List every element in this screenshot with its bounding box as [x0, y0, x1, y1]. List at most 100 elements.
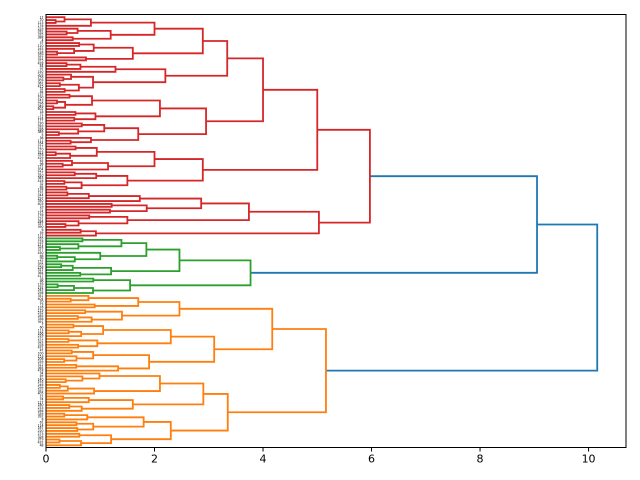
dendrogram-link: [46, 297, 72, 303]
dendrogram-link: [71, 351, 95, 360]
leaf-label: 32: [40, 182, 44, 186]
dendrogram-link: [46, 136, 92, 144]
dendrogram-link: [46, 316, 93, 323]
leaf-label: 338: [38, 317, 44, 321]
leaf-label: 310: [38, 173, 44, 177]
leaf-label: 363: [38, 176, 44, 180]
leaf-label: 270: [38, 147, 44, 151]
dendrogram-link: [100, 242, 148, 257]
dendrogram-link: [46, 338, 70, 343]
leaf-label: 325: [38, 340, 44, 344]
dendrogram-link: [46, 230, 97, 237]
dendrogram-link: [149, 335, 216, 363]
dendrogram-link: [46, 82, 61, 88]
leaf-label: 324: [38, 245, 44, 249]
dendrogram-link: [46, 152, 72, 159]
leaf-label: 167: [38, 426, 44, 430]
leaf-label: 34: [40, 372, 44, 376]
dendrogram-link: [46, 73, 72, 80]
dendrogram-link: [111, 421, 172, 441]
leaf-label: 126: [38, 305, 44, 309]
leaf-label: 17: [40, 15, 44, 19]
leaf-label: 192: [38, 285, 44, 289]
leaf-label: 152: [38, 260, 44, 264]
leaf-label: 362: [38, 81, 44, 85]
leaf-label: 365: [38, 366, 44, 370]
dendrogram-link: [46, 16, 66, 23]
dendrogram-link: [46, 283, 59, 289]
leaf-label: 311: [38, 268, 44, 272]
dendrogram-link: [90, 21, 156, 36]
leaf-label: 111: [38, 139, 44, 143]
leaf-label: 57: [40, 41, 44, 45]
dendrogram-link: [73, 325, 105, 335]
leaf-label: 257: [38, 170, 44, 174]
dendrogram-link: [227, 328, 327, 414]
dendrogram-link: [46, 62, 68, 67]
dendrogram-link: [70, 147, 98, 157]
dendrogram-link: [46, 56, 87, 62]
leaf-label: 312: [38, 363, 44, 367]
leaf-label: 389: [38, 130, 44, 134]
dendrogram-link: [72, 29, 112, 40]
leaf-label: 206: [38, 357, 44, 361]
x-tick-label: 0: [43, 453, 50, 466]
leaf-label: 259: [38, 360, 44, 364]
dendrogram-link: [81, 399, 134, 410]
dendrogram-link: [79, 434, 113, 445]
leaf-label: 233: [38, 406, 44, 410]
leaf-label: 180: [38, 403, 44, 407]
dendrogram-link: [46, 396, 90, 404]
leaf-label: 405: [38, 392, 44, 396]
leaf-label: 428: [38, 61, 44, 65]
dendrogram-link: [46, 387, 95, 395]
dendrogram-link: [93, 354, 150, 370]
dendrogram-link: [94, 375, 161, 392]
x-tick-label: 10: [582, 453, 596, 466]
leaf-label: 415: [38, 84, 44, 88]
leaf-label: 322: [38, 56, 44, 60]
leaf-label: 20: [40, 300, 44, 304]
dendrogram-link: [93, 279, 131, 292]
leaf-label: 190: [38, 96, 44, 100]
dendrogram-link: [46, 427, 79, 432]
dendrogram-link: [46, 18, 92, 27]
dendrogram-link: [138, 107, 207, 135]
leaf-label: 44: [40, 64, 44, 68]
leaf-label: 179: [38, 308, 44, 312]
dendrogram-link: [46, 76, 65, 82]
leaf-label: 351: [38, 294, 44, 298]
leaf-label: 8: [42, 418, 44, 422]
dendrogram-link: [90, 127, 140, 141]
leaf-label: 100: [38, 351, 44, 355]
dendrogram-link: [46, 256, 76, 263]
dendrogram-link: [46, 349, 73, 355]
leaf-label: 232: [38, 311, 44, 315]
leaf-label: 48: [40, 443, 44, 447]
leaf-label: 99: [40, 257, 44, 261]
cluster-orange-links: [46, 295, 327, 447]
dendrogram-link: [46, 50, 59, 56]
leaf-label: 150: [38, 70, 44, 74]
dendrogram-link: [68, 339, 99, 348]
dendrogram-link: [93, 68, 167, 84]
dendrogram-link: [46, 246, 61, 251]
leaf-label: 153: [38, 354, 44, 358]
leaf-label: 124: [38, 116, 44, 120]
leaf-label: 282: [38, 30, 44, 34]
dendrogram-link: [46, 214, 91, 220]
dendrogram-link: [46, 30, 68, 36]
leaf-label: 309: [38, 79, 44, 83]
dendrogram-link: [46, 65, 117, 73]
leaf-label: 390: [38, 225, 44, 229]
dendrogram-link: [46, 358, 66, 363]
dendrogram-link: [46, 19, 57, 24]
dendrogram-link: [317, 128, 371, 224]
dendrogram-link: [46, 159, 73, 167]
leaf-label: 246: [38, 383, 44, 387]
leaf-label: 256: [38, 76, 44, 80]
dendrogram-link: [46, 303, 96, 309]
leaf-label: 86: [40, 280, 44, 284]
leaf-label: 269: [38, 53, 44, 57]
dendrogram-link: [46, 220, 80, 227]
